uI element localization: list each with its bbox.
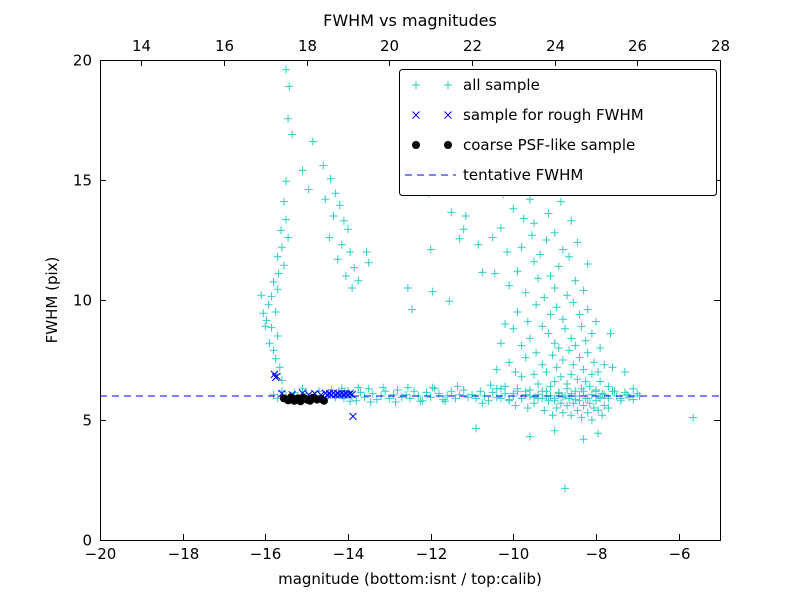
svg-text:15: 15 (73, 172, 92, 190)
svg-text:22: 22 (463, 37, 482, 55)
svg-text:−10: −10 (498, 545, 530, 563)
svg-text:26: 26 (628, 37, 647, 55)
axis-ticks: −20 −18 −16 −14 −12 −10 −8 −6 14 16 18 20 22 24 26 28 0 5… (73, 37, 730, 563)
svg-text:−16: −16 (250, 545, 282, 563)
legend-box (399, 69, 717, 196)
legend-label-coarse-psf: coarse PSF-like sample (463, 136, 635, 154)
legend-label-rough-fwhm: sample for rough FWHM (463, 106, 644, 124)
series-sample-for-rough-FWHM (270, 370, 357, 421)
svg-text:18: 18 (298, 37, 317, 55)
svg-text:−8: −8 (585, 545, 607, 563)
svg-text:−20: −20 (85, 545, 117, 563)
svg-text:0: 0 (82, 532, 92, 550)
svg-text:−14: −14 (333, 545, 365, 563)
series-coarse-PSF-like-sample (279, 393, 328, 406)
svg-text:5: 5 (82, 412, 92, 430)
svg-text:−12: −12 (416, 545, 448, 563)
legend-label-all-sample: all sample (463, 76, 540, 94)
legend-markers (405, 81, 456, 176)
svg-text:−18: −18 (168, 545, 200, 563)
chart-title: FWHM vs magnitudes (323, 11, 497, 30)
svg-text:14: 14 (132, 37, 151, 55)
svg-text:24: 24 (546, 37, 565, 55)
legend-label-tentative-fwhm: tentative FWHM (463, 166, 583, 184)
legend: all sample sample for rough FWHM coarse … (399, 69, 717, 196)
svg-text:20: 20 (380, 37, 399, 55)
svg-text:16: 16 (215, 37, 234, 55)
data-series (100, 65, 720, 493)
svg-text:20: 20 (73, 52, 92, 70)
svg-text:10: 10 (73, 292, 92, 310)
svg-text:−6: −6 (668, 545, 690, 563)
svg-text:28: 28 (711, 37, 730, 55)
y-axis-label: FWHM (pix) (43, 257, 61, 344)
x-axis-label: magnitude (bottom:isnt / top:calib) (278, 570, 542, 588)
